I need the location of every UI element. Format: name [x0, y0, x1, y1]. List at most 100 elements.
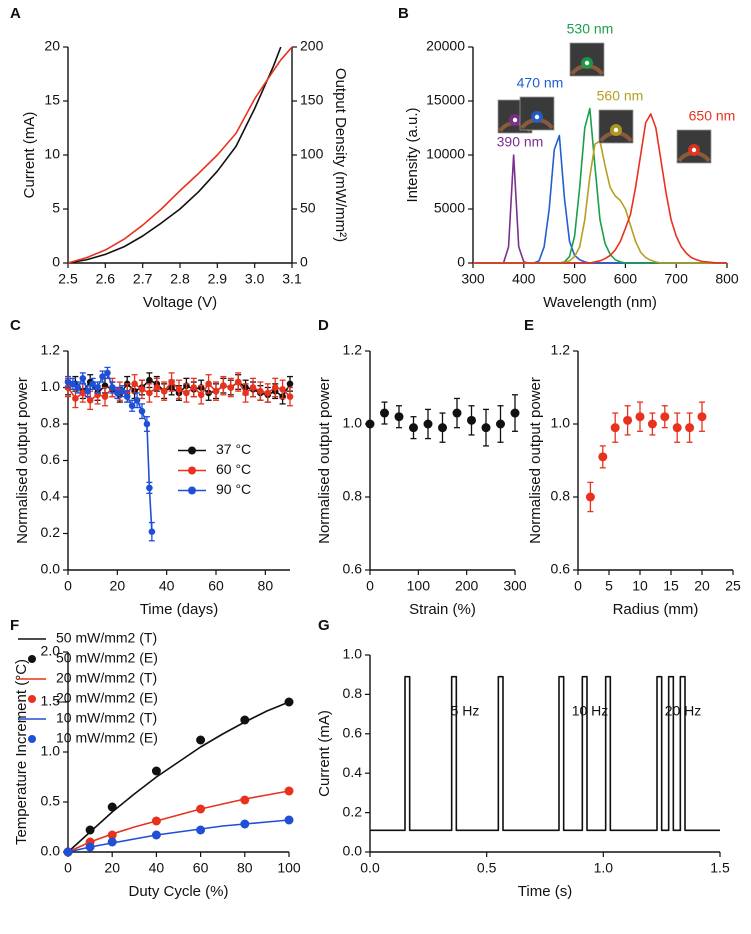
marker: [196, 804, 206, 814]
marker: [697, 412, 707, 422]
photo-spot: [584, 60, 590, 66]
x-tick-label: 1.0: [594, 860, 614, 876]
marker: [151, 766, 161, 776]
marker: [146, 484, 153, 492]
y2-tick-label: 150: [300, 92, 324, 108]
panel-label: A: [10, 5, 21, 22]
y-axis-label: Temperature Increment (°C): [13, 659, 30, 845]
y-tick-label: 0: [52, 254, 60, 270]
panel-label: F: [10, 617, 19, 634]
y-tick-label: 0.6: [343, 725, 363, 741]
legend-label: 50 mW/mm2 (E): [56, 650, 158, 666]
x-tick-label: 0: [574, 578, 582, 594]
marker: [84, 387, 92, 395]
x-tick-label: 40: [149, 860, 165, 876]
x-tick-label: 300: [503, 578, 527, 594]
annotation: 5 Hz: [451, 703, 480, 719]
marker: [284, 786, 294, 796]
marker: [481, 423, 491, 433]
x-tick-label: 20: [110, 578, 126, 594]
marker: [409, 423, 418, 433]
y-tick-label: 0.4: [343, 764, 363, 780]
marker: [196, 735, 206, 745]
marker: [85, 842, 95, 852]
x-tick-label: 0.0: [360, 860, 380, 876]
marker: [128, 402, 136, 410]
x-axis-label: Wavelength (nm): [543, 294, 657, 311]
x-axis-label: Voltage (V): [143, 294, 217, 311]
photo-spot: [613, 127, 619, 133]
marker: [99, 373, 106, 380]
marker: [190, 384, 198, 391]
x-axis-label: Duty Cycle (%): [128, 883, 228, 900]
marker: [438, 423, 447, 433]
marker: [257, 387, 264, 395]
y-tick-label: 0.8: [41, 415, 61, 431]
x-tick-label: 20: [694, 578, 710, 594]
marker: [94, 384, 101, 391]
marker: [107, 802, 117, 812]
marker: [240, 715, 250, 725]
legend-label: 50 mW/mm2 (T): [56, 630, 157, 646]
marker: [240, 819, 250, 829]
led-photo: [519, 96, 555, 131]
y2-axis-label: Output Density (mW/mm²): [332, 68, 349, 242]
x-tick-label: 2.6: [96, 271, 116, 287]
y-tick-label: 0.0: [41, 561, 61, 577]
marker: [133, 396, 141, 404]
marker: [118, 387, 126, 395]
marker: [101, 393, 109, 400]
y-tick-label: 0.2: [41, 524, 61, 540]
y-tick-label: 0.2: [343, 803, 363, 819]
x-tick-label: 25: [725, 578, 741, 594]
marker: [660, 412, 670, 422]
x-tick-label: 80: [237, 860, 253, 876]
panel: D 0 100 200 300 0.6 0.8 1.0 1.2 Strain (%) Normali…: [316, 317, 527, 618]
marker: [286, 393, 294, 400]
y-tick-label: 0.4: [41, 488, 61, 504]
marker: [148, 528, 156, 535]
marker: [212, 387, 220, 395]
marker: [109, 384, 116, 391]
y2-tick-label: 50: [300, 200, 316, 216]
x-axis-label: Radius (mm): [613, 601, 699, 618]
x-tick-label: 200: [455, 578, 479, 594]
marker: [131, 380, 138, 388]
annotation: 10 Hz: [572, 703, 609, 719]
y-tick-label: 15000: [426, 92, 465, 108]
marker: [598, 452, 608, 462]
y-tick-label: 1.0: [551, 415, 571, 431]
y-tick-label: 0.0: [343, 843, 363, 859]
legend-label: 60 °C: [216, 461, 251, 477]
marker: [585, 492, 595, 502]
marker: [151, 830, 161, 840]
series-line: [67, 819, 290, 853]
series-label: 470 nm: [517, 75, 564, 91]
marker: [380, 408, 389, 418]
marker: [160, 387, 168, 395]
y-tick-label: 5000: [434, 200, 465, 216]
marker: [153, 384, 161, 391]
marker: [123, 393, 131, 400]
marker: [423, 419, 433, 429]
marker: [183, 389, 190, 397]
marker: [175, 386, 183, 393]
x-tick-label: 5: [605, 578, 613, 594]
photo-spot: [691, 147, 697, 153]
x-tick-label: 1.5: [710, 860, 730, 876]
marker: [146, 389, 153, 397]
panel: C 0 20 40 60 80 0.0 0.2 0.4 0.6 0.8 1.0 1.2 Time (day…: [10, 317, 294, 618]
photo-spot: [512, 117, 518, 123]
marker: [220, 382, 227, 389]
marker: [86, 396, 94, 404]
marker: [452, 408, 462, 418]
y-tick-label: 1.2: [343, 342, 363, 358]
marker: [249, 384, 257, 391]
x-axis-label: Time (days): [140, 601, 219, 618]
legend-label: 90 °C: [216, 481, 251, 497]
x-axis-label: Time (s): [518, 883, 572, 900]
x-tick-label: 40: [159, 578, 175, 594]
marker: [623, 415, 633, 425]
marker: [104, 369, 111, 377]
legend-marker: [28, 695, 36, 703]
